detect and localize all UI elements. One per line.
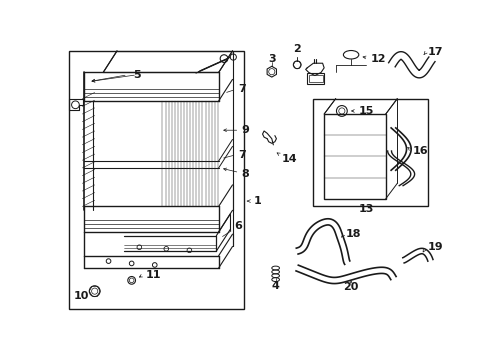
Text: 10: 10 <box>74 291 89 301</box>
Text: 15: 15 <box>358 106 373 116</box>
Text: 2: 2 <box>293 44 301 54</box>
Text: 16: 16 <box>412 146 427 156</box>
Text: 7: 7 <box>238 150 245 160</box>
Text: 4: 4 <box>271 281 279 291</box>
Bar <box>312 99 427 206</box>
Text: 5: 5 <box>133 70 141 80</box>
Text: 14: 14 <box>281 154 297 164</box>
Text: 3: 3 <box>267 54 275 64</box>
Text: 1: 1 <box>253 196 261 206</box>
Text: 20: 20 <box>343 282 358 292</box>
Text: 19: 19 <box>427 242 442 252</box>
Bar <box>324 114 385 199</box>
Bar <box>308 75 322 82</box>
Text: 9: 9 <box>241 125 249 135</box>
Text: 17: 17 <box>427 47 442 57</box>
Text: 6: 6 <box>234 221 242 231</box>
Text: 8: 8 <box>241 169 249 179</box>
Bar <box>68 51 244 309</box>
Text: 7: 7 <box>238 84 245 94</box>
Text: 11: 11 <box>145 270 161 280</box>
Text: 12: 12 <box>369 54 385 64</box>
Bar <box>306 73 324 84</box>
Text: 18: 18 <box>345 229 361 239</box>
Text: 13: 13 <box>358 204 373 214</box>
